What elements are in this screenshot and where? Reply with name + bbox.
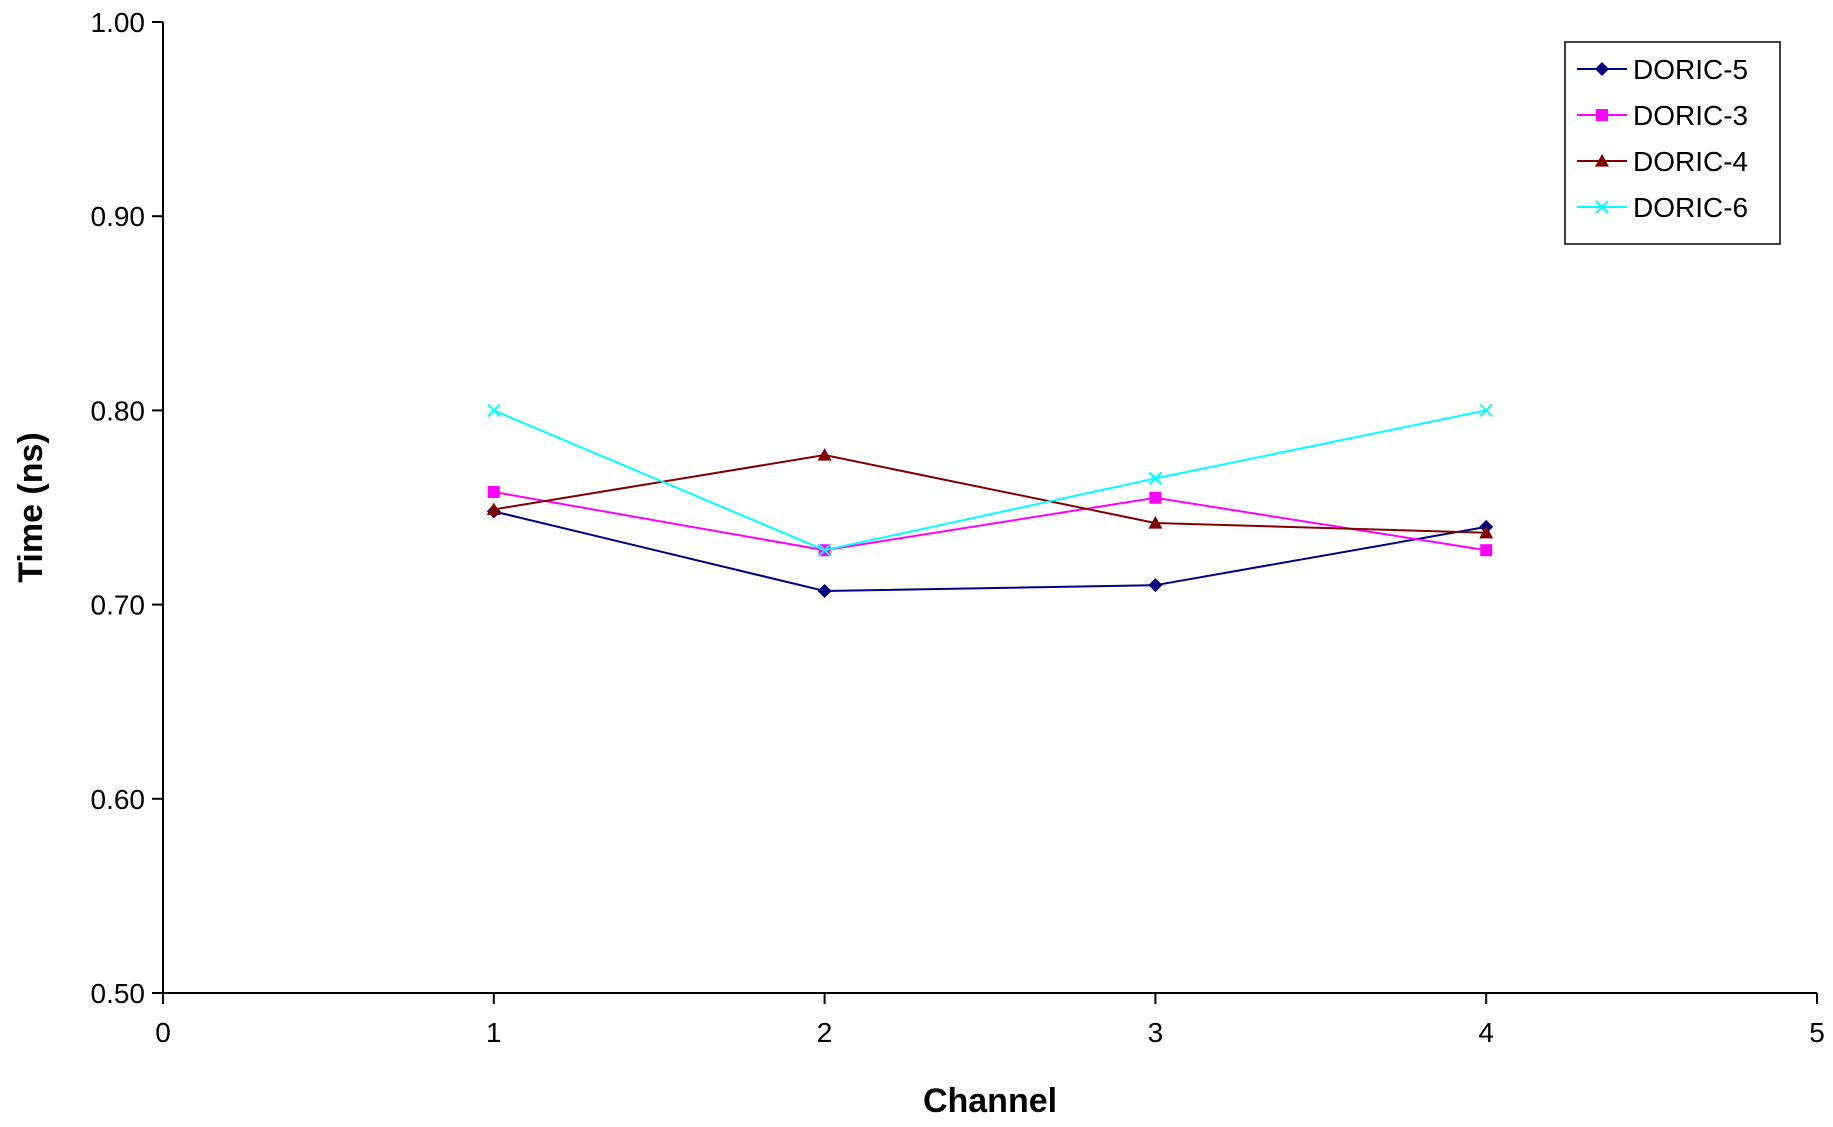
x-tick-label: 2 (817, 1017, 833, 1048)
x-tick-label: 1 (486, 1017, 502, 1048)
triangle-marker (486, 502, 501, 516)
legend-label: DORIC-5 (1633, 54, 1748, 85)
x-marker (1595, 200, 1609, 214)
series-doric-5 (486, 504, 1494, 599)
x-marker-stroke (817, 543, 832, 557)
y-tick-label: 0.60 (91, 784, 146, 815)
x-axis-ticks: 0 1 2 3 4 5 (155, 993, 1825, 1048)
y-tick-label: 1.00 (91, 7, 146, 38)
square-marker (1596, 109, 1608, 121)
y-tick-label: 0.50 (91, 978, 146, 1009)
series-line (493, 454, 1487, 534)
x-marker-stroke (1148, 471, 1163, 486)
series-group (486, 403, 1494, 599)
y-tick-label: 0.90 (91, 201, 146, 232)
x-marker (487, 403, 501, 418)
square-marker (487, 485, 500, 498)
legend-item: DORIC-3 (1577, 100, 1748, 131)
diamond-marker (1595, 62, 1609, 76)
x-marker-stroke (1595, 200, 1609, 214)
x-tick-label: 0 (155, 1017, 171, 1048)
x-marker (817, 543, 832, 557)
series-doric-4 (486, 448, 1494, 539)
axes: 0 1 2 3 4 5 0.50 0.60 0.70 0.80 0.90 1.00 (91, 7, 1825, 1048)
legend-item: DORIC-6 (1577, 192, 1748, 223)
triangle-marker (1479, 525, 1494, 539)
triangle-marker (817, 448, 832, 461)
triangle-marker (1595, 154, 1609, 167)
x-tick-label: 3 (1148, 1017, 1164, 1048)
x-marker (1479, 403, 1493, 418)
series-line (493, 490, 1487, 552)
y-tick-label: 0.80 (91, 395, 146, 426)
diamond-marker (817, 584, 832, 599)
y-axis-ticks: 0.50 0.60 0.70 0.80 0.90 1.00 (91, 7, 163, 1009)
series-line (493, 409, 1487, 552)
legend-label: DORIC-4 (1633, 146, 1748, 177)
x-marker-stroke (1479, 403, 1493, 418)
series-line (493, 510, 1487, 593)
legend-items: DORIC-5 DORIC-3 DORIC-4 DORIC-6 (1577, 54, 1748, 223)
legend-label: DORIC-3 (1633, 100, 1748, 131)
legend-box (1564, 41, 1781, 245)
square-marker (1149, 491, 1162, 504)
y-tick-label: 0.70 (91, 590, 146, 621)
x-tick-label: 4 (1478, 1017, 1494, 1048)
legend-item: DORIC-5 (1577, 54, 1748, 85)
series-doric-6 (487, 403, 1493, 557)
y-axis-title: Time (ns) (12, 432, 50, 583)
legend-label: DORIC-6 (1633, 192, 1748, 223)
square-marker (1480, 544, 1493, 557)
legend: DORIC-5 DORIC-3 DORIC-4 DORIC-6 (1564, 41, 1781, 245)
x-tick-label: 5 (1809, 1017, 1825, 1048)
x-marker-stroke (487, 403, 501, 418)
diamond-marker (1148, 578, 1163, 593)
triangle-marker (1148, 516, 1163, 529)
x-axis-title: Channel (923, 1082, 1057, 1120)
x-marker (1148, 471, 1163, 486)
legend-item: DORIC-4 (1577, 146, 1748, 177)
